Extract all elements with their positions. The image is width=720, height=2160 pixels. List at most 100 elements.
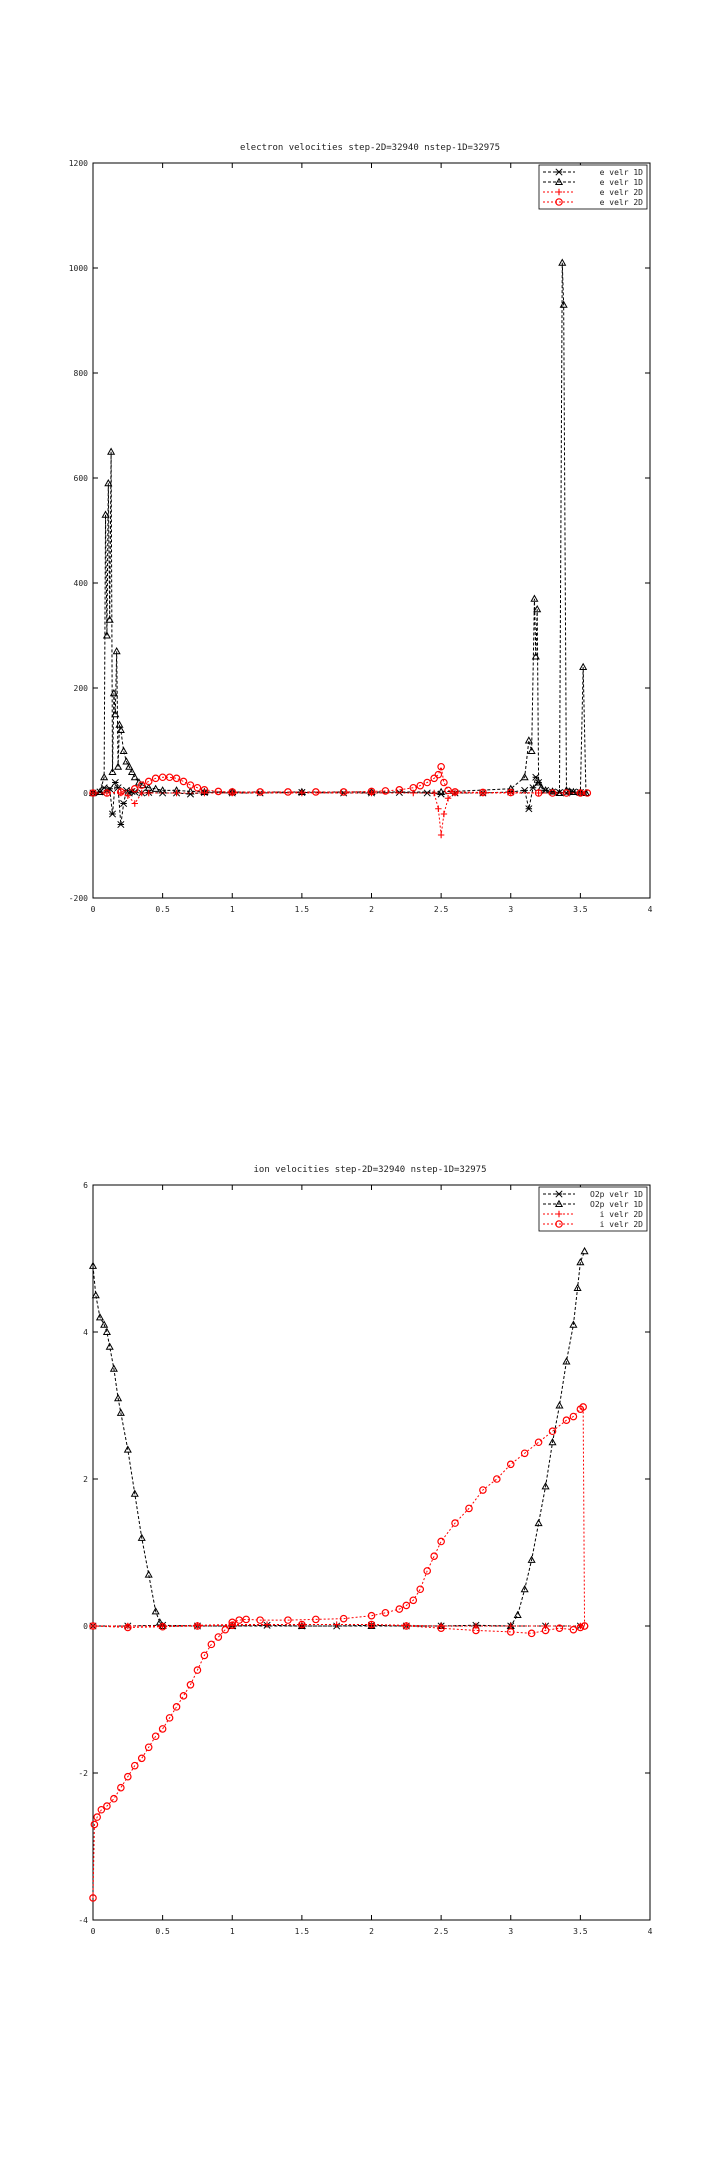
legend-marker bbox=[555, 1220, 563, 1228]
data-point bbox=[214, 787, 223, 796]
data-point bbox=[506, 1628, 515, 1636]
data-point bbox=[116, 1408, 125, 1416]
data-point bbox=[89, 1622, 97, 1630]
legend-label: e velr 1D bbox=[600, 178, 644, 187]
data-point bbox=[311, 788, 320, 796]
data-point bbox=[416, 781, 425, 790]
data-point bbox=[103, 789, 111, 797]
data-point bbox=[409, 783, 418, 792]
chart-ion-velocities: ion velocities step-2D=32940 nstep-1D=32… bbox=[78, 1165, 652, 1936]
legend-marker bbox=[555, 1190, 563, 1198]
legend-label: i velr 2D bbox=[600, 1220, 644, 1229]
data-point bbox=[555, 1401, 564, 1409]
axis-ticks: 0 0.5 1 1.5 2 2.5 3 3.5 4 -4 -2 0 2 4 6 bbox=[78, 1181, 652, 1936]
data-point bbox=[437, 762, 445, 771]
data-point bbox=[479, 1486, 487, 1494]
data-point bbox=[228, 1621, 237, 1630]
data-point bbox=[583, 789, 592, 797]
data-point bbox=[430, 1552, 438, 1560]
data-point bbox=[151, 1732, 160, 1741]
data-point bbox=[430, 789, 438, 797]
data-point bbox=[430, 774, 438, 783]
data-point bbox=[88, 1261, 98, 1269]
data-point bbox=[158, 1725, 167, 1733]
data-point bbox=[479, 788, 487, 797]
data-point bbox=[559, 300, 568, 308]
data-point bbox=[130, 773, 139, 781]
data-point bbox=[367, 787, 376, 796]
data-point bbox=[580, 1246, 589, 1255]
data-point bbox=[228, 788, 237, 796]
data-point bbox=[105, 615, 114, 623]
data-point bbox=[434, 770, 443, 779]
data-point bbox=[402, 1622, 411, 1630]
x-tick-label: 2 bbox=[369, 1927, 374, 1936]
data-point bbox=[89, 789, 97, 797]
y-tick-label: 0 bbox=[83, 789, 88, 798]
x-tick-label: 2 bbox=[369, 905, 374, 914]
data-point bbox=[451, 788, 459, 796]
data-point bbox=[402, 1601, 411, 1610]
legend-label: e velr 2D bbox=[600, 198, 644, 207]
data-point bbox=[297, 1621, 306, 1630]
axis-ticks: 0 0.5 1 1.5 2 2.5 3 3.5 4-2000200400600800100012… bbox=[69, 159, 653, 914]
data-point bbox=[527, 746, 536, 755]
data-point bbox=[95, 1313, 105, 1321]
data-point bbox=[90, 1820, 99, 1829]
data-point bbox=[548, 787, 557, 795]
data-point bbox=[144, 777, 153, 786]
x-tick-label: 3 bbox=[508, 1927, 513, 1936]
data-point bbox=[144, 1743, 153, 1752]
data-point bbox=[537, 783, 546, 791]
data-point bbox=[541, 1482, 550, 1490]
data-point bbox=[529, 784, 537, 792]
data-point bbox=[395, 1605, 404, 1613]
data-point bbox=[562, 1416, 571, 1425]
data-point bbox=[151, 774, 160, 783]
data-point bbox=[513, 1610, 522, 1619]
data-point bbox=[165, 1714, 174, 1722]
legend-marker bbox=[555, 168, 563, 176]
legend-label: e velr 2D bbox=[600, 188, 644, 197]
data-point bbox=[534, 778, 543, 786]
data-point bbox=[105, 1342, 114, 1350]
data-point bbox=[533, 605, 542, 613]
series-2 bbox=[89, 1621, 584, 1630]
series-line bbox=[92, 1624, 585, 1634]
data-point bbox=[409, 1596, 418, 1605]
data-point bbox=[172, 774, 181, 783]
data-point bbox=[532, 773, 540, 781]
chart-title: electron velocities step-2D=32940 nstep-… bbox=[240, 143, 500, 153]
data-point bbox=[576, 1623, 585, 1632]
data-point bbox=[130, 1489, 139, 1497]
data-point bbox=[256, 1616, 264, 1624]
data-point bbox=[548, 789, 557, 797]
data-point bbox=[506, 788, 515, 797]
y-tick-label: 200 bbox=[74, 684, 89, 693]
data-point bbox=[440, 810, 448, 818]
data-point bbox=[214, 1633, 223, 1641]
data-point bbox=[100, 773, 109, 781]
data-point bbox=[116, 725, 125, 734]
data-point bbox=[106, 785, 114, 793]
data-point bbox=[534, 1438, 543, 1447]
data-point bbox=[440, 778, 448, 787]
data-point bbox=[95, 787, 105, 796]
data-point bbox=[527, 1629, 536, 1638]
data-point bbox=[112, 647, 121, 655]
data-point bbox=[339, 788, 348, 796]
data-point bbox=[423, 1567, 432, 1575]
legend-marker bbox=[555, 188, 563, 196]
data-point bbox=[131, 800, 138, 807]
data-point bbox=[114, 784, 122, 792]
data-point bbox=[579, 1403, 587, 1411]
x-tick-label: 1.5 bbox=[295, 1927, 310, 1936]
data-point bbox=[579, 662, 588, 671]
data-point bbox=[444, 795, 452, 802]
data-point bbox=[117, 1783, 125, 1792]
legend-marker bbox=[555, 198, 563, 206]
data-point bbox=[186, 787, 195, 795]
